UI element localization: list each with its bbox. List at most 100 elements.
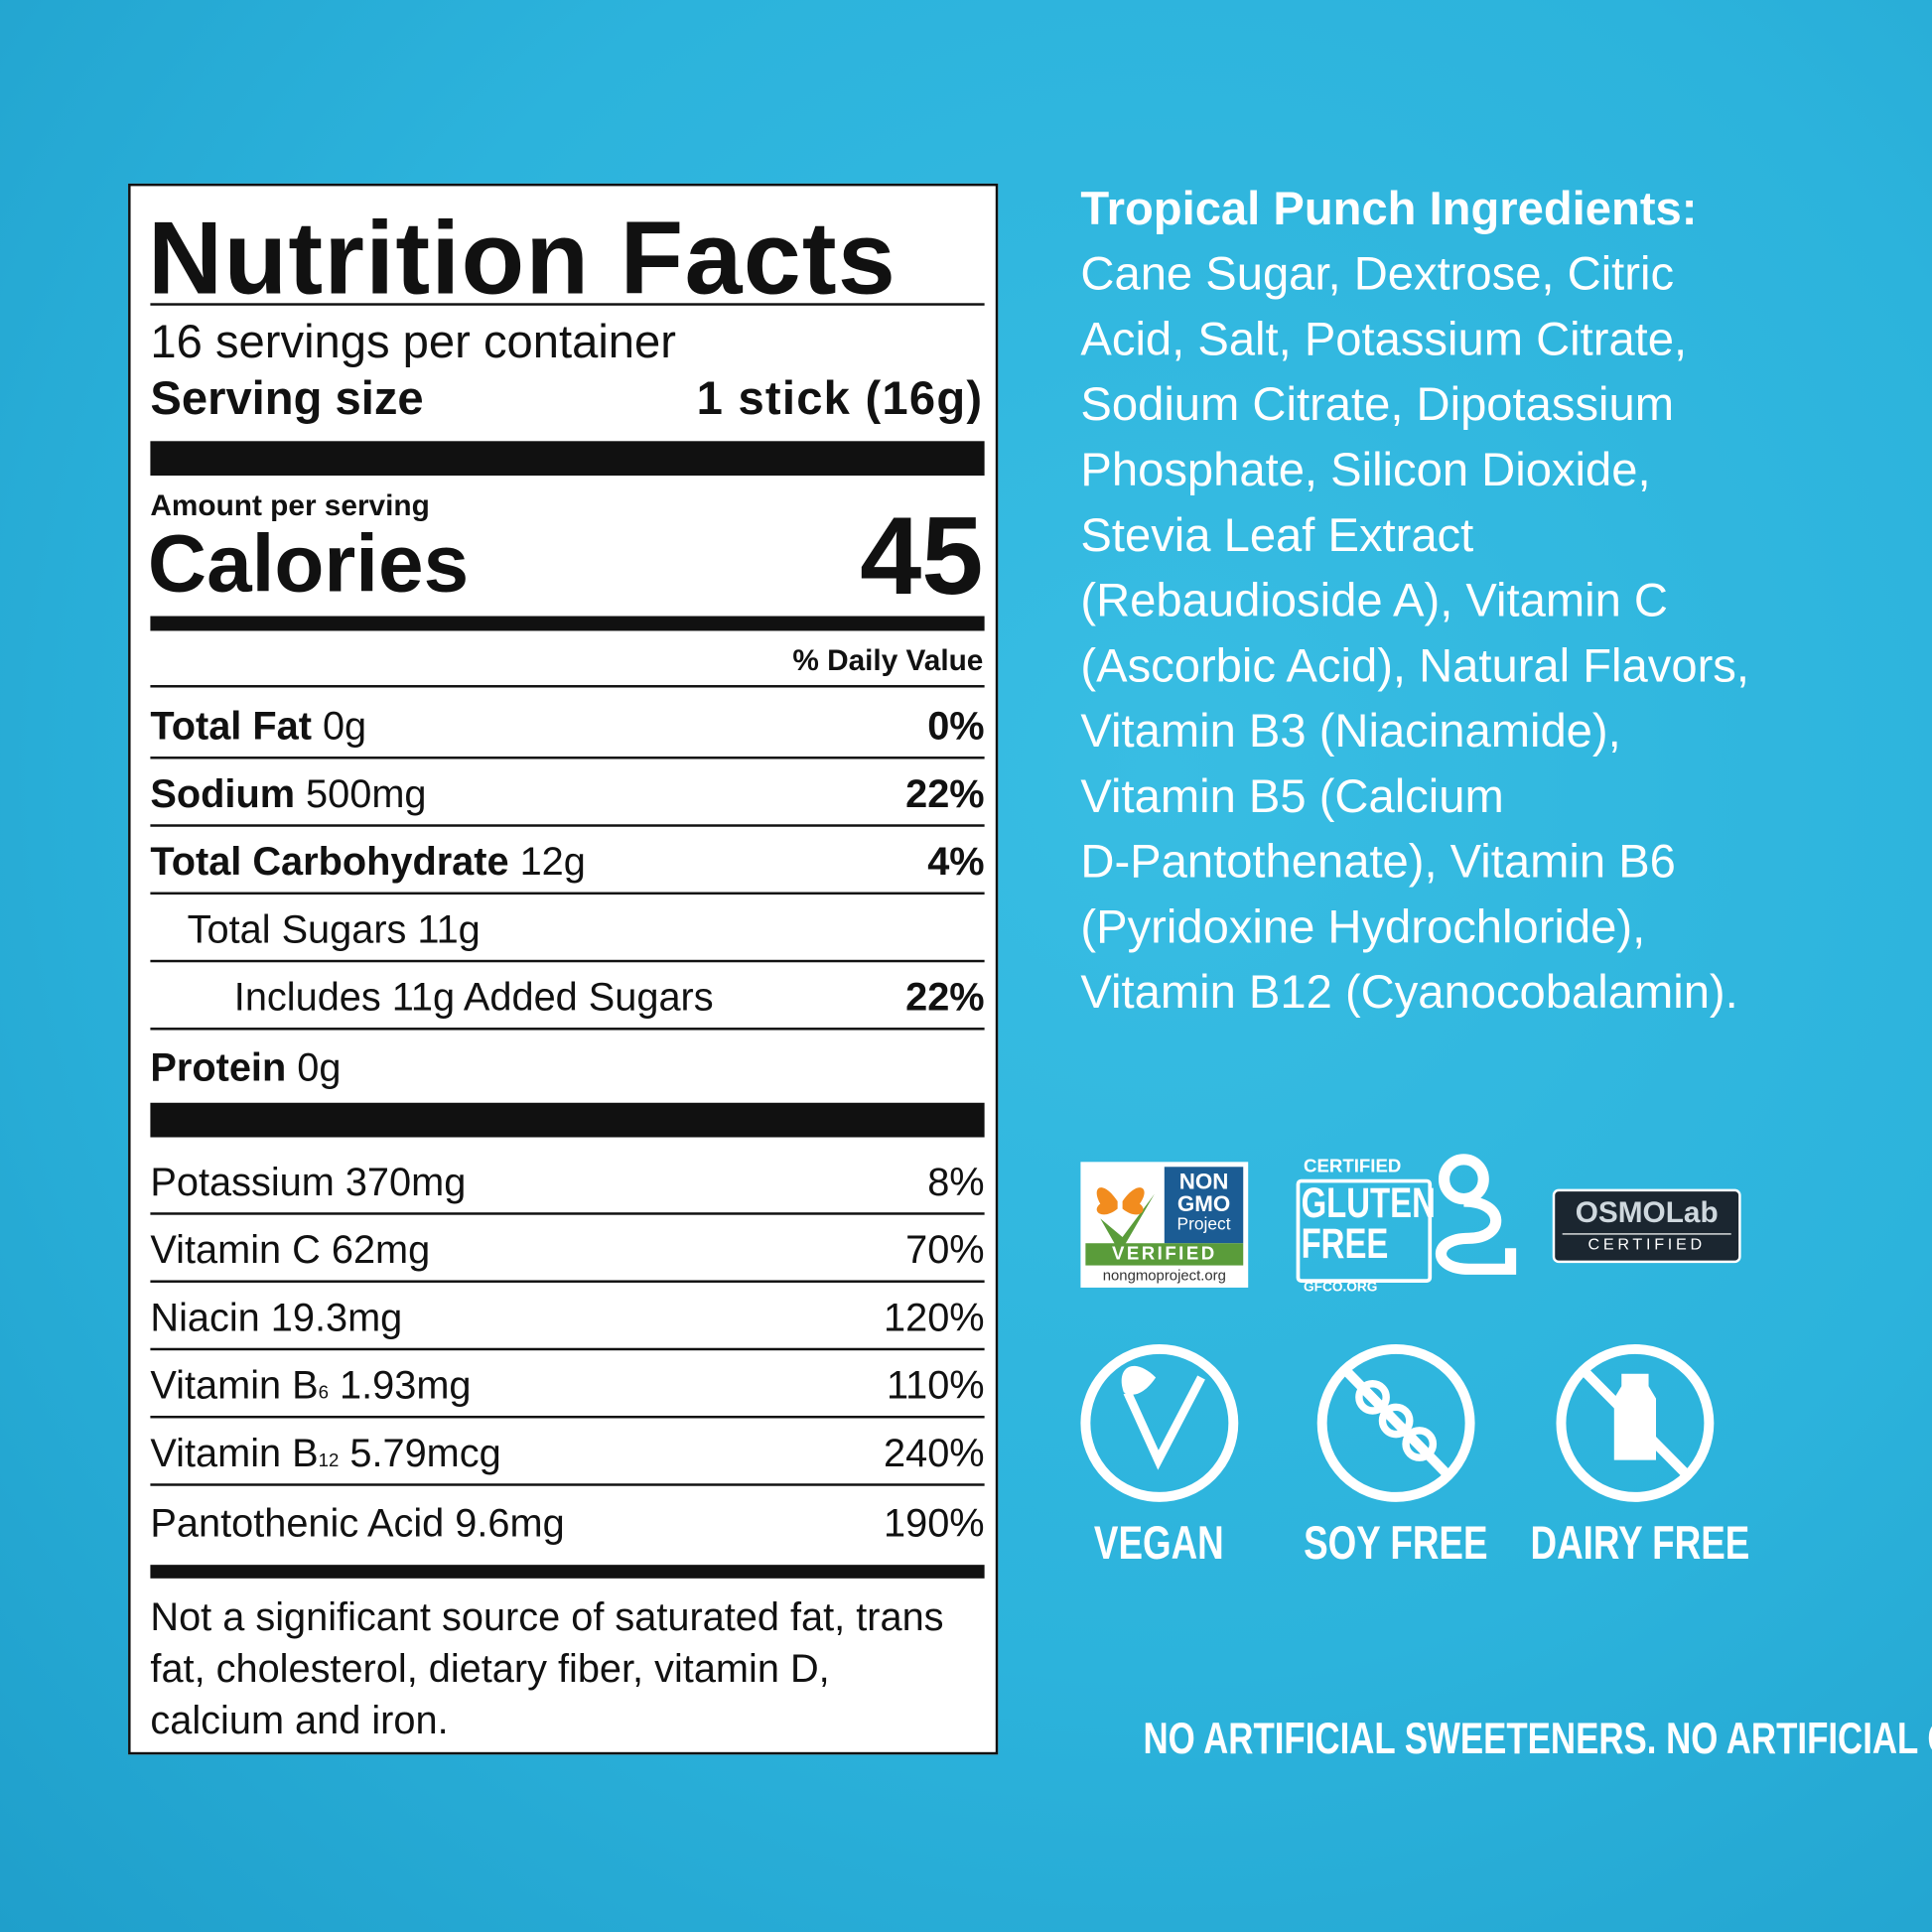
nutrient-left: Total Sugars 11g <box>150 906 481 952</box>
servings: 16 servings per container <box>150 316 676 369</box>
nutrient-amount: 0g <box>322 703 367 749</box>
vitamin-left: Pantothenic Acid 9.6mg <box>150 1501 564 1547</box>
medium-bar <box>150 616 985 631</box>
vitamin-left: Vitamin B12 5.79mcg <box>150 1431 500 1476</box>
non: NON <box>1178 1169 1229 1194</box>
serving-size-label: Serving size <box>150 373 424 426</box>
thick-bar <box>150 441 985 477</box>
vitamin-name: Potassium <box>150 1159 335 1204</box>
vitamin-name: Vitamin B <box>150 1362 319 1408</box>
vitamin-subscript: 12 <box>318 1449 340 1471</box>
nutrient-left: Sodium 500mg <box>150 771 426 817</box>
nutrient-amount: 500mg <box>306 770 427 816</box>
nutrient-left: Includes 11g Added Sugars <box>150 974 714 1021</box>
vitamin-amount: 62mg <box>331 1227 431 1272</box>
vitamin-dv: 240% <box>884 1430 985 1475</box>
nutrient-row: Includes 11g Added Sugars 22% <box>150 962 985 1031</box>
ingredients: Tropical Punch Ingredients: Cane Sugar, … <box>1080 178 1893 1027</box>
rule <box>150 303 985 306</box>
osmolab-badge: OSMOLab CERTIFIED <box>1552 1188 1741 1264</box>
nutrient-row: Total Fat 0g 0% <box>150 691 985 759</box>
vitamin-amount: 370mg <box>345 1159 467 1204</box>
ingredients-line: (Pyridoxine Hydrochloride), <box>1080 901 1646 954</box>
calories-value: 45 <box>860 494 984 620</box>
vitamin-dv: 110% <box>886 1362 985 1408</box>
vitamin-left: Potassium 370mg <box>150 1160 466 1205</box>
icon-label: DAIRY FREE <box>1530 1517 1750 1571</box>
footnote: Not a significant source of saturated fa… <box>150 1593 944 1742</box>
gf-line2: FREE <box>1301 1220 1389 1269</box>
ingredients-line: Stevia Leaf Extract <box>1080 509 1474 562</box>
gf-text: GLUTEN FREE <box>1301 1182 1473 1269</box>
nutrient-amount: 12g <box>519 839 586 884</box>
vitamin-name: Vitamin B <box>150 1430 319 1475</box>
nutrient-name: Includes 11g Added Sugars <box>233 974 714 1020</box>
verified: VERIFIED <box>1085 1243 1244 1266</box>
vitamin-subscript: 6 <box>318 1382 329 1404</box>
daily-value-header: % Daily Value <box>792 644 984 678</box>
nutrient-row: Total Sugars 11g <box>150 895 985 963</box>
vitamin-amount: 5.79mcg <box>349 1430 501 1475</box>
nutrient-amount: 0g <box>297 1044 342 1090</box>
ingredients-line: Sodium Citrate, Dipotassium <box>1080 379 1675 432</box>
nutrient-dv: 22% <box>905 770 985 816</box>
icon-label: VEGAN <box>1094 1517 1225 1571</box>
nutrient-name: Protein <box>150 1044 287 1090</box>
vitamin-row: Vitamin B6 1.93mg 110% <box>150 1350 985 1419</box>
vitamin-dv: 8% <box>927 1159 985 1204</box>
rule <box>150 685 985 688</box>
gf-frame <box>1296 1178 1433 1283</box>
gf-logo <box>1436 1154 1517 1275</box>
nutrient-name: Total Sugars 11g <box>187 906 481 952</box>
nutrient-name: Total Fat <box>150 703 312 749</box>
nutrient-dv: 4% <box>927 839 985 884</box>
icon-label: SOY FREE <box>1304 1517 1488 1571</box>
vitamin-row: Pantothenic Acid 9.6mg 190% <box>150 1486 984 1554</box>
osmolab-certified: CERTIFIED <box>1562 1233 1731 1253</box>
thick-bar <box>150 1102 985 1138</box>
gmo: GMO <box>1176 1191 1231 1216</box>
nutrition-label: Nutrition Facts 16 servings per containe… <box>128 183 999 1755</box>
gluten-free-badge: CERTIFIED GLUTEN FREE GFCO.ORG <box>1296 1152 1518 1297</box>
ingredients-line: Cane Sugar, Dextrose, Citric <box>1080 248 1675 301</box>
medium-bar <box>150 1565 985 1579</box>
gf-url: GFCO.ORG <box>1304 1280 1378 1296</box>
vitamin-row: Vitamin C 62mg 70% <box>150 1215 985 1283</box>
amount-per-serving: Amount per serving <box>150 488 430 523</box>
nutrient-row: Total Carbohydrate 12g 4% <box>150 827 985 896</box>
ingredients-line: (Rebaudioside A), Vitamin C <box>1080 575 1668 627</box>
vitamin-dv: 190% <box>884 1500 985 1546</box>
nutrient-left: Total Carbohydrate 12g <box>150 839 585 885</box>
ingredients-text: Cane Sugar, Dextrose, Citric Acid, Salt, … <box>1080 242 1893 1026</box>
tagline: NO ARTIFICIAL SWEETENERS. NO ARTIFICIAL … <box>1143 1713 1932 1763</box>
calories-label: Calories <box>147 517 470 610</box>
nutrient-name: Sodium <box>150 770 296 816</box>
project: Project <box>1176 1213 1231 1234</box>
ingredients-title: Tropical Punch Ingredients: <box>1080 183 1698 236</box>
vitamin-row: Potassium 370mg 8% <box>150 1147 985 1215</box>
non-gmo-url: nongmoproject.org <box>1102 1266 1226 1285</box>
ingredients-line: Vitamin B12 (Cyanocobalamin). <box>1080 967 1738 1020</box>
icon-label-wrap: DAIRY FREE <box>1499 1518 1770 1571</box>
vitamin-left: Vitamin B6 1.93mg <box>150 1363 471 1409</box>
nutrient-dv: 0% <box>927 703 985 749</box>
icon-label-wrap: SOY FREE <box>1261 1518 1532 1571</box>
vitamin-dv: 120% <box>884 1295 985 1340</box>
ingredients-line: Acid, Salt, Potassium Citrate, <box>1080 314 1688 366</box>
vitamin-row: Vitamin B12 5.79mcg 240% <box>150 1418 985 1486</box>
nutrient-left: Total Fat 0g <box>150 704 366 750</box>
serving-size-value: 1 stick (16g) <box>696 373 984 426</box>
tagline-wrap: NO ARTIFICIAL SWEETENERS. NO ARTIFICIAL … <box>1011 1713 1932 1764</box>
butterfly-icon <box>1096 1187 1155 1254</box>
vitamin-amount: 19.3mg <box>270 1295 403 1340</box>
gf-certified: CERTIFIED <box>1304 1156 1402 1177</box>
vitamin-amount: 9.6mg <box>455 1500 565 1546</box>
ingredients-line: Vitamin B3 (Niacinamide), <box>1080 706 1621 759</box>
vitamin-name: Vitamin C <box>150 1227 321 1272</box>
vitamin-dv: 70% <box>905 1227 985 1272</box>
nutrient-row: Sodium 500mg 22% <box>150 759 985 827</box>
nutrient-left: Protein 0g <box>150 1044 341 1090</box>
label-title: Nutrition Facts <box>147 200 897 316</box>
ingredients-line: Phosphate, Silicon Dioxide, <box>1080 445 1651 497</box>
